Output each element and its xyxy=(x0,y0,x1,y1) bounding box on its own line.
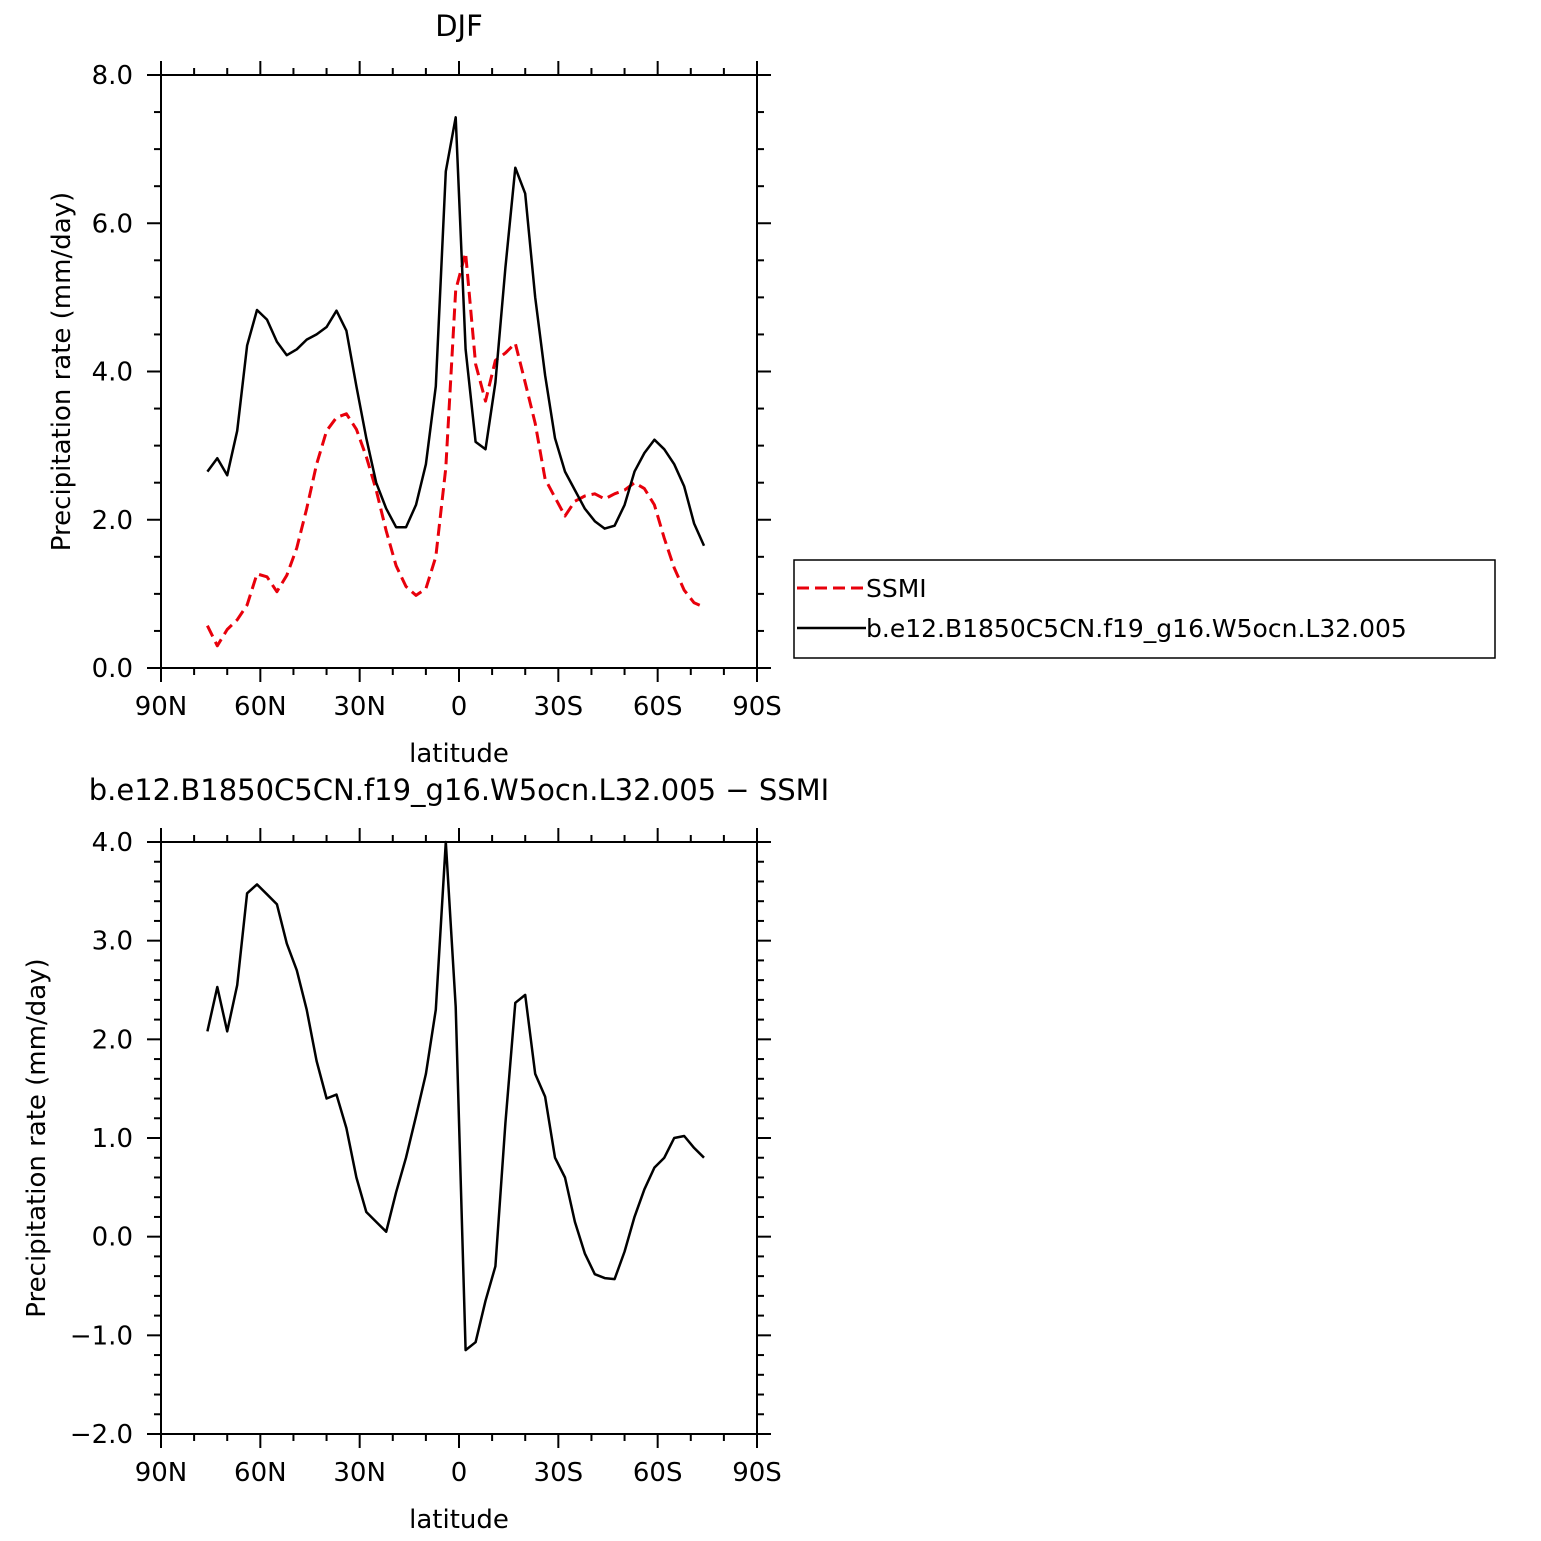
legend-entry-label: b.e12.B1850C5CN.f19_g16.W5ocn.L32.005 xyxy=(866,614,1407,643)
y-tick-label: 1.0 xyxy=(92,1124,133,1154)
x-tick-label: 0 xyxy=(451,692,468,722)
x-axis-label: latitude xyxy=(409,739,509,769)
x-tick-label: 90S xyxy=(732,1458,782,1488)
series-line-ssmi xyxy=(206,251,705,648)
y-tick-label: 0.0 xyxy=(92,654,133,684)
plot-frame xyxy=(160,74,758,669)
x-tick-label: 60S xyxy=(633,1458,683,1488)
x-tick-label: 30S xyxy=(534,692,584,722)
y-tick-label: −1.0 xyxy=(70,1321,133,1351)
y-tick-label: 6.0 xyxy=(92,209,133,239)
x-tick-label: 60S xyxy=(633,692,683,722)
y-tick-label: 0.0 xyxy=(92,1223,133,1253)
y-tick-label: −2.0 xyxy=(70,1420,133,1450)
x-tick-label: 90N xyxy=(135,1458,188,1488)
series-line-diff-0 xyxy=(206,840,705,1352)
y-axis-label: Precipitation rate (mm/day) xyxy=(22,958,52,1317)
y-tick-label: 8.0 xyxy=(92,61,133,91)
plot-title: b.e12.B1850C5CN.f19_g16.W5ocn.L32.005 − … xyxy=(89,773,829,807)
x-tick-label: 30S xyxy=(534,1458,584,1488)
y-tick-label: 2.0 xyxy=(92,506,133,536)
x-tick-label: 90N xyxy=(135,692,188,722)
x-tick-label: 90S xyxy=(732,692,782,722)
legend-entry-label: SSMI xyxy=(866,574,927,603)
x-tick-label: 60N xyxy=(234,692,287,722)
x-tick-label: 30N xyxy=(333,692,386,722)
x-tick-label: 0 xyxy=(451,1458,468,1488)
y-axis-label: Precipitation rate (mm/day) xyxy=(47,192,77,551)
plot-title: DJF xyxy=(435,9,483,43)
x-axis-label: latitude xyxy=(409,1505,509,1535)
y-tick-label: 2.0 xyxy=(92,1025,133,1055)
y-tick-label: 3.0 xyxy=(92,927,133,957)
legend-box xyxy=(793,559,1496,659)
y-tick-label: 4.0 xyxy=(92,358,133,388)
bottom-panel: b.e12.B1850C5CN.f19_g16.W5ocn.L32.005 − … xyxy=(22,773,829,1535)
x-tick-label: 30N xyxy=(333,1458,386,1488)
x-tick-label: 60N xyxy=(234,1458,287,1488)
top-panel: DJF 90N 60N 30N 0 30S 60S 90S 0.0 2.0 4.0 6.0 8.0 lat… xyxy=(47,9,782,769)
series-line-b-e12-b1850c5cn-f19-g16-w5ocn-l32-005 xyxy=(206,116,706,547)
y-tick-label: 4.0 xyxy=(92,828,133,858)
legend: SSMI b.e12.B1850C5CN.f19_g16.W5ocn.L32.00… xyxy=(793,559,1496,659)
